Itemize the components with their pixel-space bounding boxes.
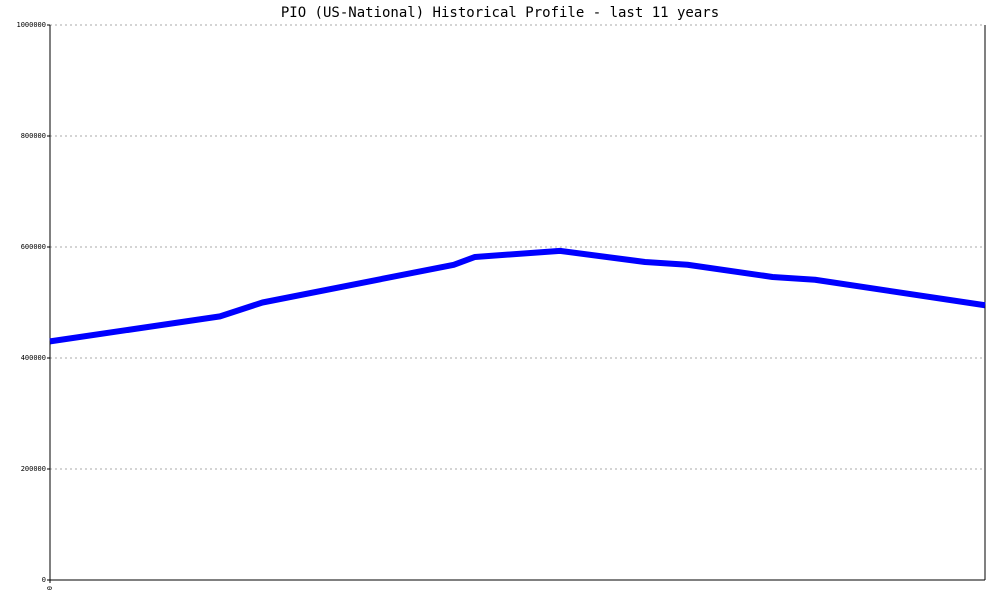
chart-title: PIO (US-National) Historical Profile - l… [281, 5, 719, 21]
y-tick-label: 400000 [21, 354, 46, 362]
data-line [49, 247, 986, 345]
y-tick-label: 0 [42, 576, 46, 584]
y-tick-label: 600000 [21, 243, 46, 251]
x-tick-label: 0 [46, 586, 54, 590]
y-tick-label: 200000 [21, 465, 46, 473]
y-tick-label: 800000 [21, 132, 46, 140]
y-tick-label: 1000000 [16, 21, 46, 29]
